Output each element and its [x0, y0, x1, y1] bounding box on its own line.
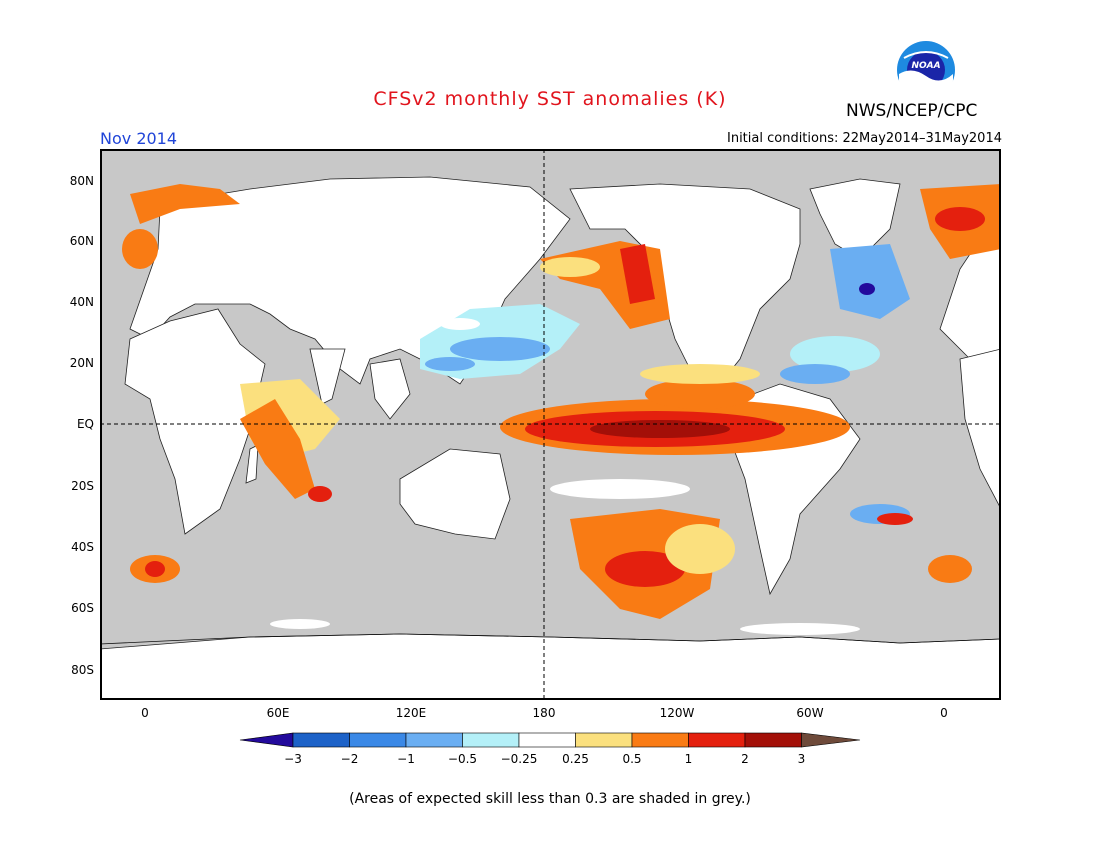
greenland [809, 178, 901, 260]
africa [124, 308, 266, 535]
chart-title: CFSv2 monthly SST anomalies (K) [373, 88, 727, 110]
colorbar-label: −3 [284, 752, 302, 766]
colorbar-label: 3 [798, 752, 806, 766]
colorbar-label: 0.25 [562, 752, 589, 766]
colorbar-label: −1 [397, 752, 415, 766]
lat-tick-label: 40S [71, 540, 94, 554]
colorbar-label: 1 [685, 752, 693, 766]
noaa-logo: NOAA [897, 41, 955, 100]
lat-tick-label: 80N [69, 174, 94, 188]
agency-label: NWS/NCEP/CPC [846, 101, 978, 121]
colorbar-segment [575, 732, 633, 748]
colorbar-label: −0.25 [501, 752, 538, 766]
lon-tick-label: 180 [532, 706, 556, 720]
colorbar-segment [349, 732, 407, 748]
india [309, 348, 346, 405]
lon-tick-label: 120W [659, 706, 695, 720]
anomaly-fields [122, 184, 1001, 635]
lat-tick-label: 20S [71, 479, 94, 493]
lat-tick-label: 20N [69, 356, 94, 370]
lon-tick-label: 120E [395, 706, 427, 720]
lat-tick-label: EQ [76, 417, 94, 431]
lon-tick-label: 60W [796, 706, 824, 720]
colorbar-segment [518, 732, 576, 748]
australia [399, 448, 511, 540]
colorbar-segment [462, 732, 520, 748]
colorbar-segment [688, 732, 746, 748]
africa-wrap [959, 348, 1001, 510]
lat-tick-label: 60N [69, 234, 94, 248]
colorbar-segment [631, 732, 689, 748]
colorbar-arrow-low [239, 732, 294, 748]
colorbar-segment [292, 732, 350, 748]
colorbar-label: −0.5 [448, 752, 477, 766]
colorbar-label: 0.5 [622, 752, 641, 766]
colorbar-label: −2 [341, 752, 359, 766]
se-asia [369, 358, 411, 420]
forecast-month: Nov 2014 [100, 129, 178, 148]
lat-tick-label: 80S [71, 663, 94, 677]
lon-tick-label: 0 [141, 706, 149, 720]
lon-tick-label: 60E [266, 706, 290, 720]
lat-tick-label: 40N [69, 295, 94, 309]
colorbar: −3 −2 −1 −0.5 −0.25 0.25 0.5 1 2 3 [239, 732, 861, 766]
svg-text:NOAA: NOAA [911, 61, 940, 71]
colorbar-segment [405, 732, 463, 748]
antarctica [100, 633, 1001, 700]
initial-conditions: Initial conditions: 22May2014–31May2014 [727, 131, 1002, 146]
skill-note: (Areas of expected skill less than 0.3 a… [349, 791, 751, 807]
sst-anomaly-map [100, 149, 1001, 700]
colorbar-label: 2 [741, 752, 749, 766]
lat-tick-label: 60S [71, 601, 94, 615]
europe-wrap [939, 223, 1001, 380]
colorbar-arrow-high [801, 732, 861, 748]
coastlines [100, 633, 1001, 645]
lon-tick-label: 0 [940, 706, 948, 720]
colorbar-segment [744, 732, 802, 748]
